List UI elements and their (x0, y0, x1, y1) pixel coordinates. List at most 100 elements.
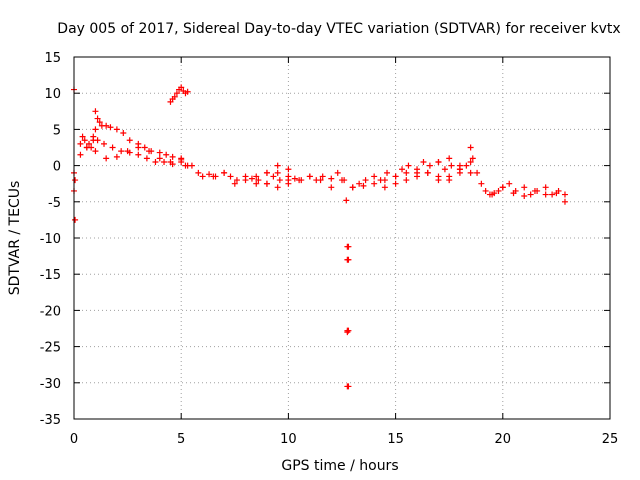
data-point (403, 177, 410, 184)
data-point (553, 190, 560, 197)
data-point (156, 155, 163, 162)
data-point (152, 158, 159, 165)
data-point (242, 177, 249, 184)
data-point (384, 169, 391, 176)
data-point (103, 122, 110, 129)
data-point (344, 329, 351, 336)
data-point (90, 133, 97, 140)
data-point (549, 191, 556, 198)
data-point (188, 162, 195, 169)
y-tick-label: -20 (40, 304, 61, 319)
data-point (456, 169, 463, 176)
data-point (482, 187, 489, 194)
data-point (426, 162, 433, 169)
data-point (77, 140, 84, 147)
data-point (306, 173, 313, 180)
data-point (72, 216, 79, 223)
data-point (276, 177, 283, 184)
data-point (527, 191, 534, 198)
data-point (113, 126, 120, 133)
data-point (92, 126, 99, 133)
data-point (195, 169, 202, 176)
axis-ticks: 0 5 10 15 20 25 15 10 5 0 -5 -10 -15 -20 -25 -30 -35 (40, 51, 619, 447)
data-point (109, 144, 116, 151)
data-point (184, 88, 191, 95)
data-point (171, 93, 178, 100)
data-point (495, 187, 502, 194)
y-axis-label: SDTVAR / TECUs (7, 181, 23, 296)
data-point (392, 180, 399, 187)
y-tick-label: 10 (44, 87, 61, 102)
data-point (456, 162, 463, 169)
data-point (210, 173, 217, 180)
data-point (344, 256, 351, 263)
data-point (92, 108, 99, 115)
data-point (381, 184, 388, 191)
data-point (107, 124, 114, 131)
y-tick-label: -5 (48, 196, 61, 211)
data-point (253, 180, 260, 187)
data-point (531, 187, 538, 194)
data-point (420, 158, 427, 165)
data-point (146, 148, 153, 155)
data-point (182, 162, 189, 169)
data-point (403, 169, 410, 176)
data-point (92, 148, 99, 155)
y-tick-label: -30 (40, 377, 61, 392)
data-point (124, 148, 131, 155)
data-point (77, 151, 84, 158)
data-point (344, 243, 351, 250)
y-tick-label: 5 (53, 123, 61, 138)
data-point (156, 149, 163, 156)
data-point (274, 162, 281, 169)
data-point (79, 133, 86, 140)
data-point (339, 177, 345, 184)
data-point (120, 130, 127, 137)
data-point (521, 193, 528, 200)
data-point (435, 158, 442, 165)
data-point (94, 115, 101, 122)
data-point (253, 173, 260, 180)
data-point (135, 144, 142, 151)
data-point (474, 169, 481, 176)
data-point (103, 155, 110, 162)
y-tick-label: -35 (40, 413, 61, 428)
data-point (414, 166, 421, 173)
data-point (72, 177, 79, 184)
grid-lines (74, 57, 610, 419)
data-point (255, 177, 262, 184)
x-tick-label: 5 (177, 432, 185, 447)
data-point (542, 184, 549, 191)
data-point (467, 169, 474, 176)
data-point (163, 151, 170, 158)
data-point (343, 197, 350, 204)
data-point (285, 177, 292, 184)
data-point (94, 137, 101, 144)
data-point (506, 180, 513, 187)
data-point (296, 177, 303, 184)
data-point (356, 180, 363, 187)
data-point (161, 158, 168, 165)
data-point (405, 162, 412, 169)
data-point (469, 155, 476, 162)
data-point (274, 184, 281, 191)
data-point (126, 137, 133, 144)
data-point (178, 84, 185, 91)
data-point (178, 156, 185, 163)
data-point (446, 177, 453, 184)
chart-title: Day 005 of 2017, Sidereal Day-to-day VTE… (57, 21, 620, 37)
y-tick-label: -10 (40, 232, 61, 247)
data-point (274, 169, 281, 176)
data-point (542, 191, 549, 198)
data-point (206, 171, 213, 178)
data-point (167, 158, 174, 165)
data-point (435, 173, 442, 180)
y-tick-label: 0 (53, 160, 61, 175)
data-point (399, 166, 406, 173)
data-point (231, 180, 238, 187)
data-point (334, 169, 341, 176)
data-point (362, 177, 369, 184)
data-point (135, 151, 142, 158)
x-tick-label: 20 (495, 432, 512, 447)
